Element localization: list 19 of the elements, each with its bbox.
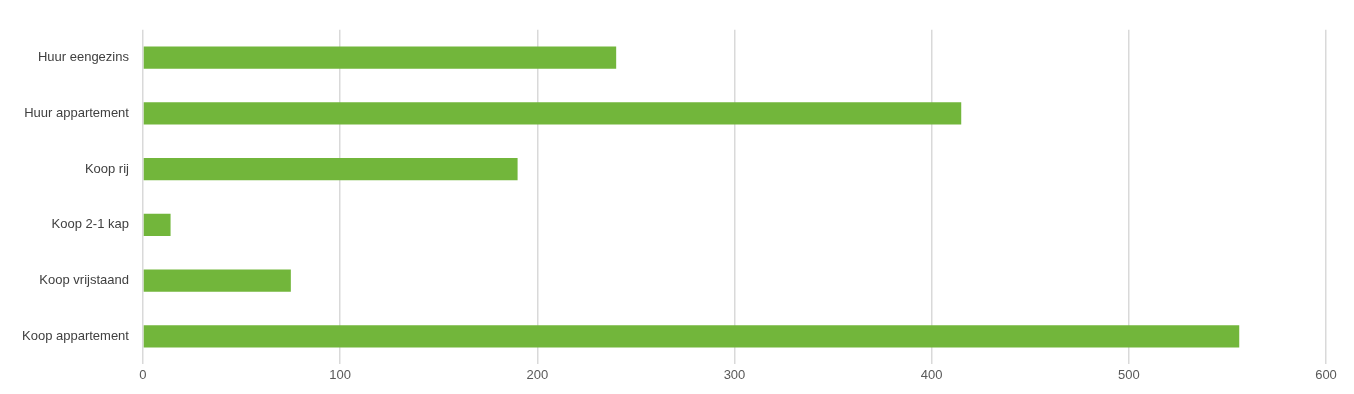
bar xyxy=(143,102,962,125)
bar xyxy=(143,325,1240,348)
y-tick-label: Koop appartement xyxy=(22,327,130,343)
y-tick-label: Koop 2-1 kap xyxy=(51,216,129,232)
bar xyxy=(143,157,518,181)
x-tick-label: 300 xyxy=(723,366,746,382)
x-tick-label: 400 xyxy=(920,366,943,382)
x-tick-label: 600 xyxy=(1315,366,1337,382)
y-tick-label: Huur eengezins xyxy=(37,49,130,65)
y-tick-label: Koop rij xyxy=(84,160,130,176)
y-tick-label: Koop vrijstaand xyxy=(39,272,129,288)
y-tick-label: Huur appartement xyxy=(24,104,130,120)
x-tick-label: 500 xyxy=(1117,366,1140,382)
x-tick-label: 0 xyxy=(139,366,147,382)
bar xyxy=(143,46,617,69)
bar xyxy=(143,269,291,292)
bar xyxy=(143,213,171,237)
x-tick-label: 200 xyxy=(526,366,549,382)
x-tick-label: 100 xyxy=(329,366,351,382)
